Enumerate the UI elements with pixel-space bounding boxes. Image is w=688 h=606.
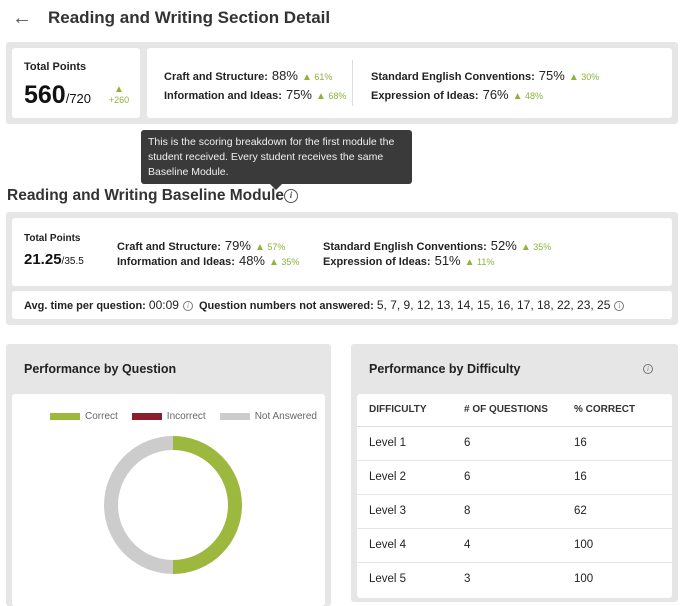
not-answered: Question numbers not answered: 5, 7, 9, … xyxy=(199,298,625,312)
table-row: Level 1 6 16 xyxy=(357,426,672,461)
up-arrow-icon: ▲ xyxy=(316,91,326,102)
cell: Level 2 xyxy=(357,460,452,495)
up-arrow-icon: ▲ xyxy=(512,91,523,102)
up-arrow-icon: ▲ xyxy=(269,257,279,268)
cell: 6 xyxy=(452,426,562,461)
table-header-row: DIFFICULTY # OF QUESTIONS % CORRECT xyxy=(357,394,672,427)
avg-time: Avg. time per question: 00:09 i xyxy=(24,298,193,312)
module-title: Reading and Writing Baseline Module i xyxy=(7,187,299,205)
table-row: Level 4 4 100 xyxy=(357,528,672,563)
module-panel: Total Points 21.25/35.5 Craft and Struct… xyxy=(6,212,678,325)
module-metrics-card: Total Points 21.25/35.5 Craft and Struct… xyxy=(12,218,672,286)
cell: Level 3 xyxy=(357,494,452,529)
panel-title: Performance by Question xyxy=(24,362,177,376)
column-header: DIFFICULTY xyxy=(357,394,452,427)
donut-chart-card: Correct Incorrect Not Answered xyxy=(12,394,325,606)
total-score: 560/720 xyxy=(24,81,92,109)
module-metric-craft-structure: Craft and Structure: 79% ▲ 57% xyxy=(117,238,286,253)
panel-title: Performance by Difficulty xyxy=(369,362,521,376)
metric-expression-ideas: Expression of Ideas: 76% ▲ 48% xyxy=(371,87,544,102)
performance-by-difficulty-panel: Performance by Difficulty i DIFFICULTY #… xyxy=(351,344,678,602)
cell: Level 1 xyxy=(357,426,452,461)
divider xyxy=(352,60,353,106)
up-arrow-icon: ▲ xyxy=(568,72,579,83)
table-row: Level 5 3 100 xyxy=(357,562,672,596)
module-total-points-label: Total Points xyxy=(24,233,81,244)
info-icon[interactable]: i xyxy=(182,301,193,312)
info-icon[interactable]: i xyxy=(643,364,653,374)
cell: Level 4 xyxy=(357,528,452,563)
cell: 16 xyxy=(562,426,672,461)
up-arrow-icon: ▲ xyxy=(114,84,124,95)
donut-slice-not-answered[interactable] xyxy=(104,436,174,574)
info-icon[interactable]: i xyxy=(284,188,299,203)
table-row: Level 2 6 16 xyxy=(357,460,672,495)
cell: 100 xyxy=(562,528,672,563)
table-row: Level 3 8 62 xyxy=(357,494,672,529)
donut-chart xyxy=(104,436,242,574)
cell: 6 xyxy=(452,460,562,495)
module-metric-standard-english: Standard English Conventions: 52% ▲ 35% xyxy=(323,238,552,253)
cell: 4 xyxy=(452,528,562,563)
difficulty-table-card: DIFFICULTY # OF QUESTIONS % CORRECT Leve… xyxy=(357,394,672,598)
cell: 62 xyxy=(562,494,672,529)
cell: 3 xyxy=(464,573,471,586)
metric-standard-english: Standard English Conventions: 75% ▲ 30% xyxy=(371,68,600,83)
module-metric-information-ideas: Information and Ideas: 48% ▲ 35% xyxy=(117,253,300,268)
section-metrics-card: Craft and Structure: 88% ▲ 61% Information… xyxy=(147,48,672,118)
legend-item-correct[interactable]: Correct xyxy=(50,411,118,422)
column-header: % CORRECT xyxy=(562,394,672,427)
legend-item-incorrect[interactable]: Incorrect xyxy=(131,411,206,422)
donut-slice-correct[interactable] xyxy=(172,436,242,574)
cell: 100 xyxy=(574,573,594,586)
cell: 16 xyxy=(562,460,672,495)
score-change: ▲ +260 xyxy=(108,84,130,105)
page-header: ← Reading and Writing Section Detail xyxy=(0,0,688,40)
total-points-card: Total Points 560/720 ▲ +260 xyxy=(12,48,140,118)
column-header: # OF QUESTIONS xyxy=(452,394,562,427)
cell: 8 xyxy=(452,494,562,529)
metric-information-ideas: Information and Ideas: 75% ▲ 68% xyxy=(164,87,347,102)
arrow-left-icon[interactable]: ← xyxy=(12,7,32,29)
tooltip-arrow xyxy=(270,184,282,190)
legend-item-not-answered[interactable]: Not Answered xyxy=(219,411,317,422)
section-summary-panel: Total Points 560/720 ▲ +260 Craft and Str… xyxy=(6,42,678,124)
page-title: Reading and Writing Section Detail xyxy=(48,8,331,27)
legend-swatch xyxy=(219,413,250,420)
info-tooltip: This is the scoring breakdown for the fi… xyxy=(141,130,412,184)
total-points-label: Total Points xyxy=(24,61,87,73)
up-arrow-icon: ▲ xyxy=(254,242,265,253)
legend-swatch xyxy=(50,413,80,420)
metric-craft-structure: Craft and Structure: 88% ▲ 61% xyxy=(164,68,333,83)
difficulty-table: DIFFICULTY # OF QUESTIONS % CORRECT Leve… xyxy=(357,394,672,596)
up-arrow-icon: ▲ xyxy=(301,72,312,83)
chart-legend: Correct Incorrect Not Answered xyxy=(50,411,317,422)
legend-swatch xyxy=(131,413,162,420)
cell: Level 5 xyxy=(369,573,407,586)
module-metric-expression-ideas: Expression of Ideas: 51% ▲ 11% xyxy=(323,253,495,268)
module-score: 21.25/35.5 xyxy=(24,251,84,268)
info-icon[interactable]: i xyxy=(614,301,625,312)
performance-by-question-panel: Performance by Question Correct Incorrec… xyxy=(6,344,331,606)
module-stats-card: Avg. time per question: 00:09 i Question … xyxy=(12,291,672,319)
up-arrow-icon: ▲ xyxy=(464,257,475,268)
up-arrow-icon: ▲ xyxy=(520,242,531,253)
